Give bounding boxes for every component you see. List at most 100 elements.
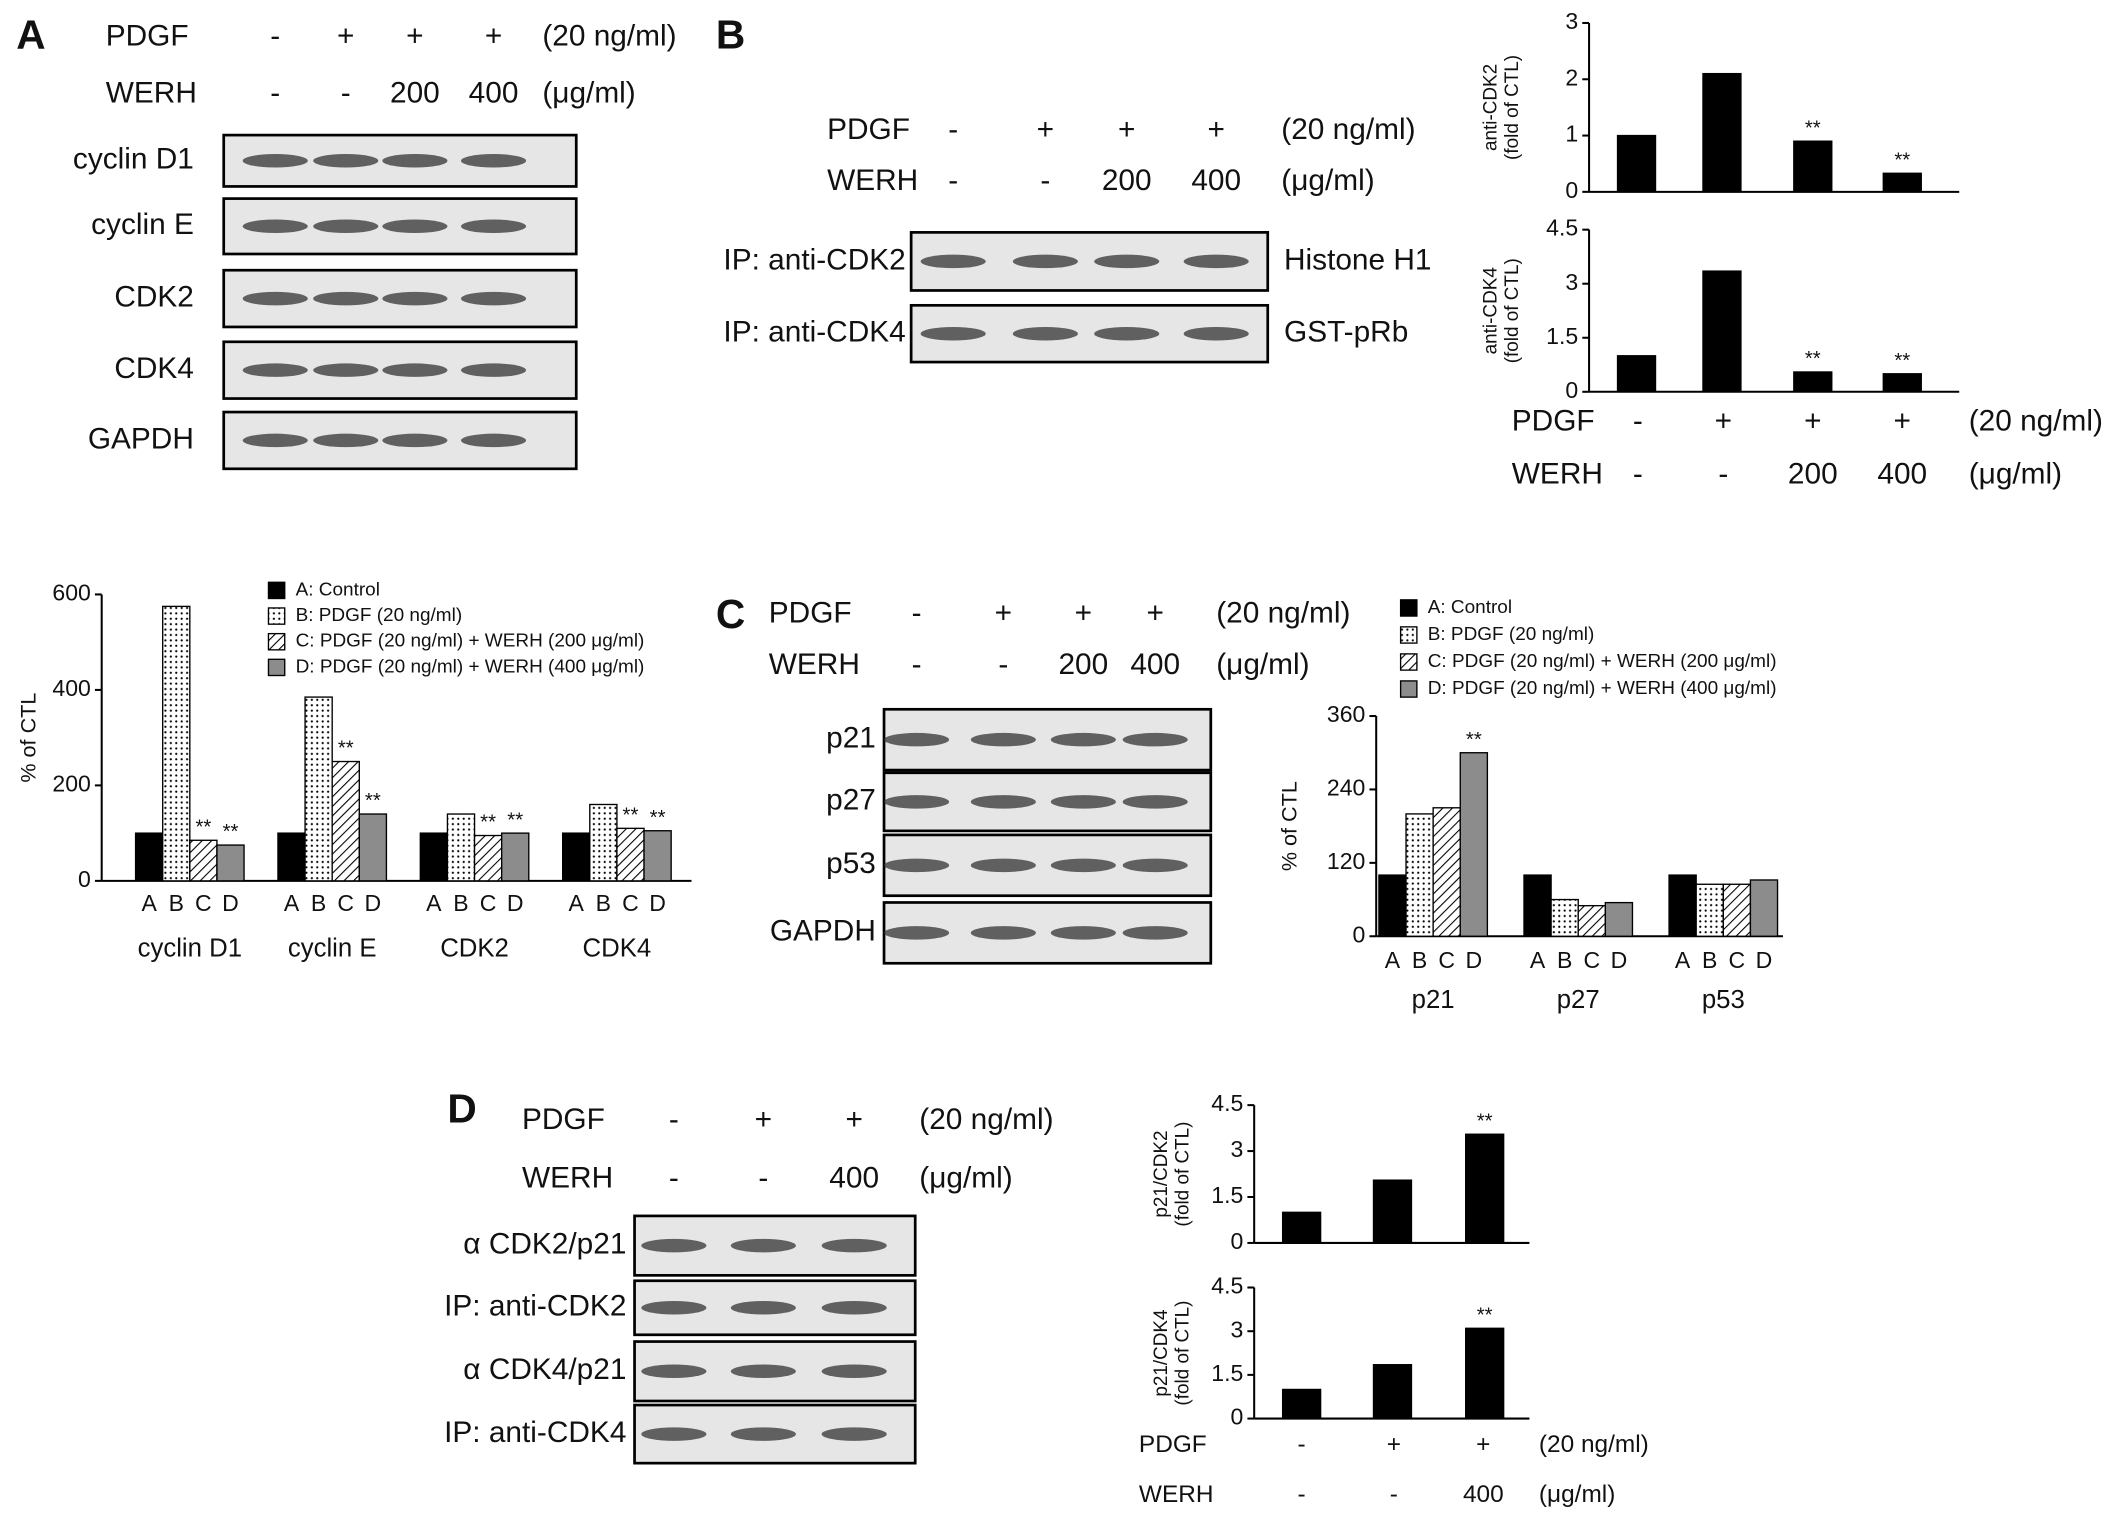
bar: [1616, 134, 1657, 193]
significance: **: [507, 809, 523, 831]
significance: **: [623, 805, 639, 827]
y-tick-label: 0: [1565, 377, 1578, 403]
bar: [358, 813, 388, 882]
treatment-level: 200: [1788, 457, 1838, 490]
significance: **: [1894, 350, 1910, 372]
y-tick-label: 0: [1565, 177, 1578, 203]
treatment-unit: (μg/ml): [919, 1161, 1012, 1194]
bar-label: C: [1438, 947, 1455, 973]
treatment-level: -: [341, 76, 351, 109]
treatment-name: WERH: [106, 76, 197, 109]
y-tick-label: 600: [52, 580, 90, 606]
blot-band: [1094, 326, 1160, 341]
treatment-name: WERH: [769, 648, 860, 681]
blot-label: α CDK4/p21: [463, 1353, 626, 1386]
bar: [1523, 874, 1552, 937]
y-tick-label: 360: [1327, 701, 1365, 727]
treatment-level: +: [337, 20, 354, 53]
blot-band: [970, 858, 1036, 873]
treatment-unit: (μg/ml): [1539, 1481, 1615, 1508]
y-tick-label: 0: [1353, 921, 1366, 947]
bar-pattern: [1433, 807, 1461, 937]
panel-letter: D: [447, 1086, 476, 1132]
bar: [1372, 1179, 1413, 1244]
blot-band: [920, 326, 986, 341]
bar: [500, 832, 530, 882]
blot-band: [821, 1238, 887, 1253]
blot-band: [382, 433, 448, 448]
blot-label: IP: anti-CDK4: [444, 1416, 626, 1449]
y-axis-label: % of CTL: [1276, 781, 1301, 871]
y-tick-label: 1: [1565, 121, 1578, 147]
treatment-unit: (20 ng/ml): [542, 20, 676, 53]
x-tick-label: p27: [1557, 986, 1600, 1014]
treatment-unit: (μg/ml): [1281, 164, 1374, 197]
legend-label: C: PDGF (20 ng/ml) + WERH (200 μg/ml): [1428, 651, 1777, 672]
blot-label: CDK4: [114, 352, 194, 385]
treatment-level: +: [995, 597, 1012, 630]
blot-band: [242, 433, 308, 448]
treatment-level: -: [1298, 1431, 1306, 1458]
bar: [419, 832, 449, 882]
blot-band: [920, 254, 986, 269]
significance: **: [1805, 348, 1821, 370]
treatment-level: +: [1208, 113, 1225, 146]
legend-swatch: [1399, 599, 1418, 617]
y-tick-label: 200: [52, 770, 90, 796]
treatment-level: +: [1804, 405, 1821, 438]
bar: [134, 832, 164, 882]
bar: [643, 830, 672, 882]
bar: [216, 844, 245, 882]
y-axis-label: (fold of CTL): [1502, 258, 1523, 363]
significance: **: [1805, 117, 1821, 139]
blot-label: p21: [826, 722, 876, 755]
x-tick-label: CDK4: [583, 935, 652, 963]
blot-band: [821, 1364, 887, 1379]
legend-label: B: PDGF (20 ng/ml): [296, 605, 463, 626]
blot-band: [884, 858, 950, 873]
blot-band: [242, 154, 308, 168]
blot-band: [1122, 858, 1188, 873]
bar: [1793, 140, 1833, 193]
blot-label: CDK2: [114, 280, 194, 313]
blot-label: IP: anti-CDK2: [444, 1290, 626, 1323]
blot-band: [313, 154, 379, 168]
blot-substrate: GST-pRb: [1284, 316, 1408, 349]
bar: [1604, 901, 1634, 937]
treatment-name: PDGF: [106, 20, 189, 53]
legend-pattern: [1400, 653, 1417, 671]
y-tick-label: 4.5: [1211, 1090, 1243, 1116]
treatment-level: +: [406, 20, 423, 53]
panel-letter: C: [716, 591, 745, 637]
blot-band: [242, 219, 308, 234]
y-axis-label: anti-CDK4: [1480, 267, 1501, 354]
bar: [1465, 1133, 1505, 1244]
y-axis-label: % of CTL: [16, 693, 41, 783]
bar-label: B: [453, 890, 468, 916]
blot-band: [1050, 795, 1116, 809]
y-tick-label: 120: [1327, 848, 1365, 874]
blot-band: [382, 154, 448, 168]
bar-pattern: [1723, 884, 1751, 937]
bar-label: A: [284, 890, 300, 916]
y-axis-label: (fold of CTL): [1173, 1301, 1194, 1406]
x-tick-label: cyclin E: [288, 935, 377, 963]
treatment-level: +: [1715, 405, 1732, 438]
treatment-name: PDGF: [1139, 1431, 1207, 1458]
bar: [1281, 1211, 1322, 1244]
treatment-level: +: [1075, 597, 1092, 630]
panel-letter: B: [716, 12, 745, 58]
blot-band: [1122, 795, 1188, 809]
blot-band: [1183, 326, 1249, 341]
legend-pattern: [1400, 626, 1417, 644]
bar-label: D: [649, 890, 666, 916]
legend-label: D: PDGF (20 ng/ml) + WERH (400 μg/ml): [1428, 678, 1777, 699]
blot-label: GAPDH: [88, 422, 194, 455]
blot-band: [313, 363, 379, 377]
bar-label: C: [195, 890, 212, 916]
treatment-name: WERH: [1139, 1481, 1214, 1508]
treatment-level: -: [1040, 164, 1050, 197]
bar: [1616, 355, 1657, 393]
significance: **: [223, 821, 239, 843]
